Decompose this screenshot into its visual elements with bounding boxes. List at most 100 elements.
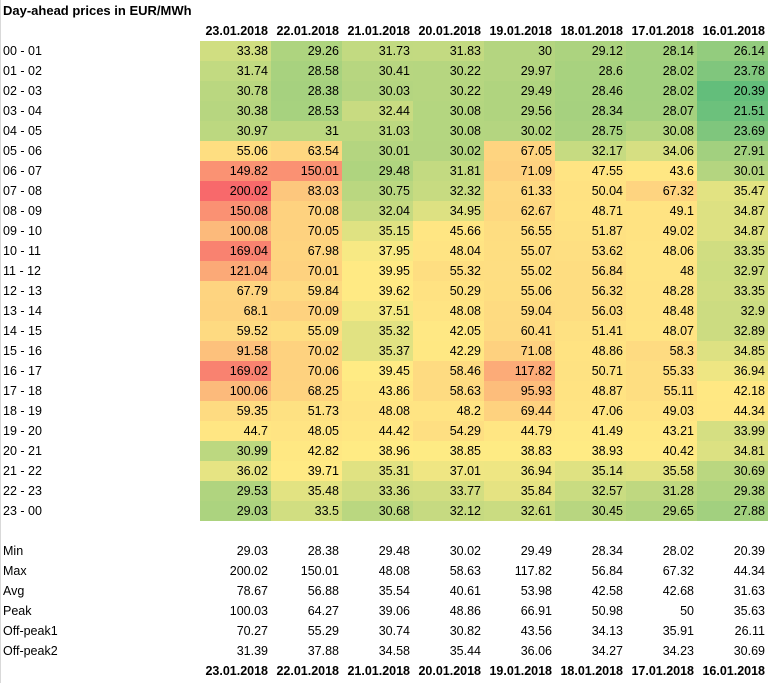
price-cell[interactable]: 35.48 <box>271 481 342 501</box>
price-cell[interactable]: 59.35 <box>200 401 271 421</box>
price-cell[interactable]: 42.05 <box>413 321 484 341</box>
stat-value-cell[interactable]: 29.49 <box>520 544 552 558</box>
price-cell[interactable]: 95.93 <box>484 381 555 401</box>
price-cell[interactable]: 48.04 <box>413 241 484 261</box>
price-cell[interactable]: 44.79 <box>484 421 555 441</box>
price-cell[interactable]: 49.03 <box>626 401 697 421</box>
price-cell[interactable]: 33.35 <box>697 281 768 301</box>
stat-value-cell[interactable]: 53.98 <box>520 584 552 598</box>
empty-cell[interactable] <box>413 521 484 541</box>
price-cell[interactable]: 39.95 <box>342 261 413 281</box>
price-cell[interactable]: 32.89 <box>697 321 768 341</box>
hour-label-cell[interactable]: 01 - 02 <box>3 64 42 78</box>
price-cell[interactable]: 56.55 <box>484 221 555 241</box>
price-cell[interactable]: 30 <box>484 41 555 61</box>
price-cell[interactable]: 35.37 <box>342 341 413 361</box>
stat-value-cell[interactable]: 50.98 <box>591 604 623 618</box>
price-cell[interactable]: 60.41 <box>484 321 555 341</box>
price-cell[interactable]: 32.17 <box>555 141 626 161</box>
stat-value-cell[interactable]: 34.23 <box>662 644 694 658</box>
stat-value-cell[interactable]: 35.54 <box>378 584 410 598</box>
stat-value-cell[interactable]: 42.58 <box>591 584 623 598</box>
price-cell[interactable]: 34.87 <box>697 221 768 241</box>
price-cell[interactable]: 29.12 <box>555 41 626 61</box>
price-cell[interactable]: 50.29 <box>413 281 484 301</box>
price-cell[interactable]: 48.08 <box>413 301 484 321</box>
empty-cell[interactable] <box>342 521 413 541</box>
date-header-cell[interactable]: 22.01.2018 <box>276 24 339 38</box>
price-cell[interactable]: 28.34 <box>555 101 626 121</box>
price-cell[interactable]: 48 <box>626 261 697 281</box>
price-cell[interactable]: 55.07 <box>484 241 555 261</box>
price-cell[interactable]: 31.83 <box>413 41 484 61</box>
empty-cell[interactable] <box>555 521 626 541</box>
price-cell[interactable]: 59.84 <box>271 281 342 301</box>
hour-label-cell[interactable]: 02 - 03 <box>3 84 42 98</box>
stat-value-cell[interactable]: 30.02 <box>449 544 481 558</box>
header-corner-cell[interactable] <box>0 21 200 41</box>
price-cell[interactable]: 29.53 <box>200 481 271 501</box>
empty-cell[interactable] <box>200 521 271 541</box>
price-cell[interactable]: 29.49 <box>484 81 555 101</box>
price-cell[interactable]: 33.99 <box>697 421 768 441</box>
price-cell[interactable]: 30.99 <box>200 441 271 461</box>
price-cell[interactable]: 61.33 <box>484 181 555 201</box>
price-cell[interactable]: 30.08 <box>626 121 697 141</box>
price-cell[interactable]: 39.45 <box>342 361 413 381</box>
price-cell[interactable]: 33.38 <box>200 41 271 61</box>
price-cell[interactable]: 30.08 <box>413 101 484 121</box>
hour-label-cell[interactable]: 03 - 04 <box>3 104 42 118</box>
stat-value-cell[interactable]: 30.74 <box>378 624 410 638</box>
price-cell[interactable]: 48.05 <box>271 421 342 441</box>
stat-value-cell[interactable]: 28.38 <box>307 544 339 558</box>
price-cell[interactable]: 32.12 <box>413 501 484 521</box>
price-cell[interactable]: 48.06 <box>626 241 697 261</box>
price-cell[interactable]: 43.21 <box>626 421 697 441</box>
stat-value-cell[interactable]: 117.82 <box>514 564 552 578</box>
price-cell[interactable]: 48.08 <box>342 401 413 421</box>
price-cell[interactable]: 59.52 <box>200 321 271 341</box>
stat-value-cell[interactable]: 28.02 <box>662 544 694 558</box>
price-cell[interactable]: 28.58 <box>271 61 342 81</box>
stat-value-cell[interactable]: 200.02 <box>229 564 268 578</box>
price-cell[interactable]: 28.75 <box>555 121 626 141</box>
stat-value-cell[interactable]: 35.44 <box>449 644 481 658</box>
price-cell[interactable]: 149.82 <box>200 161 271 181</box>
hour-label-cell[interactable]: 14 - 15 <box>3 324 42 338</box>
price-cell[interactable]: 23.78 <box>697 61 768 81</box>
price-cell[interactable]: 43.6 <box>626 161 697 181</box>
price-cell[interactable]: 32.61 <box>484 501 555 521</box>
price-cell[interactable]: 38.96 <box>342 441 413 461</box>
empty-cell[interactable] <box>484 521 555 541</box>
price-cell[interactable]: 51.41 <box>555 321 626 341</box>
stat-value-cell[interactable]: 50 <box>680 604 694 618</box>
price-cell[interactable]: 43.86 <box>342 381 413 401</box>
date-header-cell[interactable]: 16.01.2018 <box>702 24 765 38</box>
price-cell[interactable]: 31.73 <box>342 41 413 61</box>
date-header-cell[interactable]: 19.01.2018 <box>489 24 552 38</box>
price-cell[interactable]: 50.04 <box>555 181 626 201</box>
price-cell[interactable]: 71.08 <box>484 341 555 361</box>
price-cell[interactable]: 48.28 <box>626 281 697 301</box>
price-cell[interactable]: 55.02 <box>484 261 555 281</box>
price-cell[interactable]: 39.62 <box>342 281 413 301</box>
price-cell[interactable]: 31.74 <box>200 61 271 81</box>
price-cell[interactable]: 30.45 <box>555 501 626 521</box>
price-cell[interactable]: 34.85 <box>697 341 768 361</box>
price-cell[interactable]: 54.29 <box>413 421 484 441</box>
price-cell[interactable]: 32.57 <box>555 481 626 501</box>
price-cell[interactable]: 27.88 <box>697 501 768 521</box>
price-cell[interactable]: 48.07 <box>626 321 697 341</box>
price-cell[interactable]: 28.14 <box>626 41 697 61</box>
stat-label-cell[interactable]: Off-peak1 <box>3 624 58 638</box>
price-cell[interactable]: 28.38 <box>271 81 342 101</box>
price-cell[interactable]: 121.04 <box>200 261 271 281</box>
price-cell[interactable]: 20.39 <box>697 81 768 101</box>
price-cell[interactable]: 26.14 <box>697 41 768 61</box>
price-cell[interactable]: 70.06 <box>271 361 342 381</box>
sheet-title[interactable]: Day-ahead prices in EUR/MWh <box>3 3 192 18</box>
stat-label-cell[interactable]: Off-peak2 <box>3 644 58 658</box>
price-cell[interactable]: 29.65 <box>626 501 697 521</box>
price-cell[interactable]: 37.51 <box>342 301 413 321</box>
hour-label-cell[interactable]: 17 - 18 <box>3 384 42 398</box>
